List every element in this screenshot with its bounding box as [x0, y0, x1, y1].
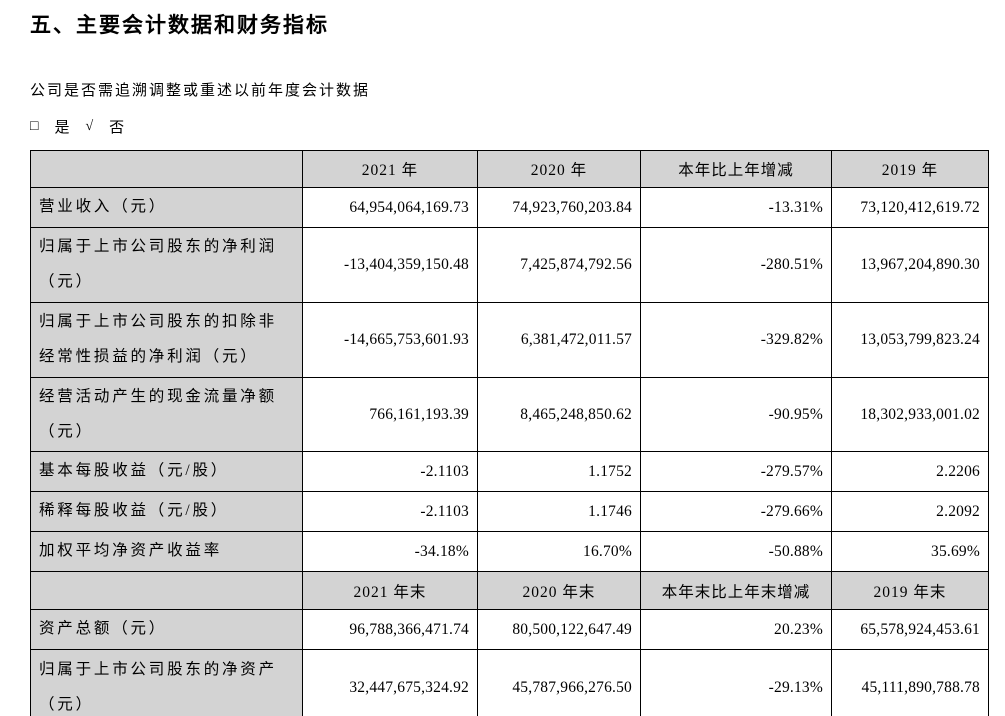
row-label: 经营活动产生的现金流量净额（元） — [30, 376, 303, 453]
value-2021: 32,447,675,324.92 — [302, 649, 478, 716]
value-2019: 13,967,204,890.30 — [831, 227, 989, 303]
header-cell-yoy-change: 本年比上年增减 — [640, 150, 832, 189]
value-2019: 2.2206 — [831, 451, 989, 493]
table-row: 加权平均净资产收益率 -34.18% 16.70% -50.88% 35.69% — [30, 531, 989, 573]
table-row: 营业收入（元） 64,954,064,169.73 74,923,760,203… — [30, 187, 989, 229]
restatement-question: 公司是否需追溯调整或重述以前年度会计数据 — [30, 83, 371, 100]
value-2021: -2.1103 — [302, 451, 478, 493]
value-2020: 1.1746 — [477, 491, 641, 533]
value-2020: 80,500,122,647.49 — [477, 609, 641, 651]
value-2021: -13,404,359,150.48 — [302, 227, 478, 303]
option-no-label: 否 — [109, 120, 127, 137]
value-2021: 766,161,193.39 — [302, 376, 478, 453]
value-2021: 64,954,064,169.73 — [302, 187, 478, 229]
value-2020: 8,465,248,850.62 — [477, 376, 641, 453]
checkbox-unchecked-icon: □ — [30, 118, 41, 134]
value-2020: 74,923,760,203.84 — [477, 187, 641, 229]
header-cell-blank — [30, 571, 303, 611]
value-change: -50.88% — [640, 531, 832, 573]
yes-no-options: □ 是 √ 否 — [30, 116, 988, 137]
value-2019: 2.2092 — [831, 491, 989, 533]
value-change: -329.82% — [640, 301, 832, 378]
row-label: 基本每股收益（元/股） — [30, 451, 303, 493]
value-change: -279.66% — [640, 491, 832, 533]
header-cell-2019-end: 2019 年末 — [831, 571, 989, 611]
row-label: 归属于上市公司股东的扣除非经常性损益的净利润（元） — [30, 301, 303, 378]
header-cell-2021-end: 2021 年末 — [302, 571, 478, 611]
value-2021: 96,788,366,471.74 — [302, 609, 478, 651]
value-2021: -14,665,753,601.93 — [302, 301, 478, 378]
checkmark-icon: √ — [85, 118, 96, 134]
row-label: 归属于上市公司股东的净利润（元） — [30, 227, 303, 303]
value-2019: 45,111,890,788.78 — [831, 649, 989, 716]
table-row: 经营活动产生的现金流量净额（元） 766,161,193.39 8,465,24… — [30, 376, 989, 453]
content-area: 五、主要会计数据和财务指标 公司是否需追溯调整或重述以前年度会计数据 □ 是 √… — [30, 0, 989, 716]
option-yes-label: 是 — [54, 120, 72, 137]
header-cell-2021: 2021 年 — [302, 150, 478, 189]
value-change: -90.95% — [640, 376, 832, 453]
row-label: 营业收入（元） — [30, 187, 303, 229]
row-label: 归属于上市公司股东的净资产（元） — [30, 649, 303, 716]
header-cell-2020-end: 2020 年末 — [477, 571, 641, 611]
table-row: 归属于上市公司股东的净利润（元） -13,404,359,150.48 7,42… — [30, 227, 989, 303]
row-label: 资产总额（元） — [30, 609, 303, 651]
section-title: 五、主要会计数据和财务指标 — [30, 13, 329, 37]
row-label: 稀释每股收益（元/股） — [30, 491, 303, 533]
header-cell-blank — [30, 150, 303, 189]
value-2020: 6,381,472,011.57 — [477, 301, 641, 378]
row-label: 加权平均净资产收益率 — [30, 531, 303, 573]
value-change: -13.31% — [640, 187, 832, 229]
value-2019: 65,578,924,453.61 — [831, 609, 989, 651]
table-row: 归属于上市公司股东的扣除非经常性损益的净利润（元） -14,665,753,60… — [30, 301, 989, 378]
table-row: 归属于上市公司股东的净资产（元） 32,447,675,324.92 45,78… — [30, 649, 989, 716]
value-2021: -34.18% — [302, 531, 478, 573]
value-2019: 18,302,933,001.02 — [831, 376, 989, 453]
table-header-annual: 2021 年 2020 年 本年比上年增减 2019 年 — [30, 150, 989, 189]
value-change: -280.51% — [640, 227, 832, 303]
value-2020: 45,787,966,276.50 — [477, 649, 641, 716]
value-change: -279.57% — [640, 451, 832, 493]
table-row: 稀释每股收益（元/股） -2.1103 1.1746 -279.66% 2.20… — [30, 491, 989, 533]
value-2020: 1.1752 — [477, 451, 641, 493]
value-2019: 35.69% — [831, 531, 989, 573]
value-2019: 73,120,412,619.72 — [831, 187, 989, 229]
value-change: 20.23% — [640, 609, 832, 651]
header-cell-2019: 2019 年 — [831, 150, 989, 189]
value-2021: -2.1103 — [302, 491, 478, 533]
value-2020: 16.70% — [477, 531, 641, 573]
header-cell-end-change: 本年末比上年末增减 — [640, 571, 832, 611]
header-cell-2020: 2020 年 — [477, 150, 641, 189]
table-row: 资产总额（元） 96,788,366,471.74 80,500,122,647… — [30, 609, 989, 651]
financial-indicators-table: 2021 年 2020 年 本年比上年增减 2019 年 营业收入（元） 64,… — [30, 150, 989, 716]
table-header-period-end: 2021 年末 2020 年末 本年末比上年末增减 2019 年末 — [30, 571, 989, 611]
value-change: -29.13% — [640, 649, 832, 716]
value-2019: 13,053,799,823.24 — [831, 301, 989, 378]
table-row: 基本每股收益（元/股） -2.1103 1.1752 -279.57% 2.22… — [30, 451, 989, 493]
value-2020: 7,425,874,792.56 — [477, 227, 641, 303]
